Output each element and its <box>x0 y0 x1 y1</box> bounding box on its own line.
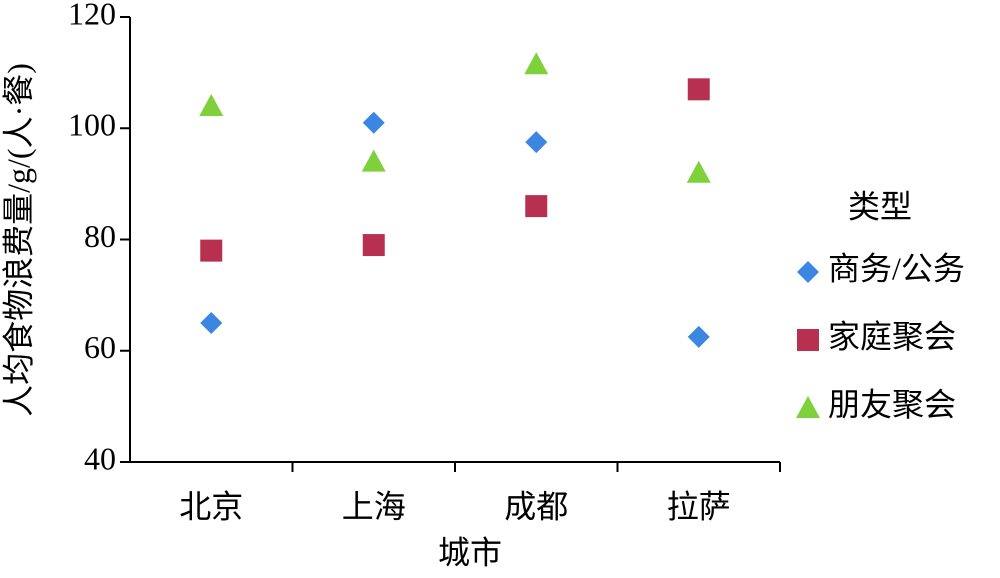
legend-marker <box>796 396 820 418</box>
point <box>525 131 548 154</box>
point <box>687 78 710 101</box>
legend-title: 类型 <box>848 188 912 224</box>
y-tick-label: 60 <box>84 329 116 365</box>
point <box>361 149 386 172</box>
legend-label: 商务/公务 <box>828 250 965 286</box>
x-axis-title: 城市 <box>438 534 502 570</box>
y-tick-label: 80 <box>84 218 116 254</box>
y-axis-title: 人均食物浪费量/g/(人·餐) <box>0 63 36 417</box>
point <box>525 195 548 218</box>
legend-label: 朋友聚会 <box>828 386 956 422</box>
point <box>200 311 223 334</box>
y-tick-label: 40 <box>84 440 116 476</box>
point <box>362 111 385 134</box>
x-tick-label: 成都 <box>504 488 568 524</box>
y-tick-label: 100 <box>68 107 116 143</box>
point <box>686 160 711 183</box>
y-tick-label: 120 <box>68 0 116 31</box>
legend-marker <box>797 329 819 351</box>
point <box>687 325 710 348</box>
point <box>524 52 549 75</box>
x-tick-label: 拉萨 <box>667 488 731 524</box>
point <box>362 234 385 257</box>
x-tick-label: 上海 <box>342 488 406 524</box>
legend-label: 家庭聚会 <box>828 318 956 354</box>
x-tick-label: 北京 <box>179 488 243 524</box>
point <box>199 94 224 116</box>
point <box>200 239 223 262</box>
legend-marker <box>797 261 819 283</box>
